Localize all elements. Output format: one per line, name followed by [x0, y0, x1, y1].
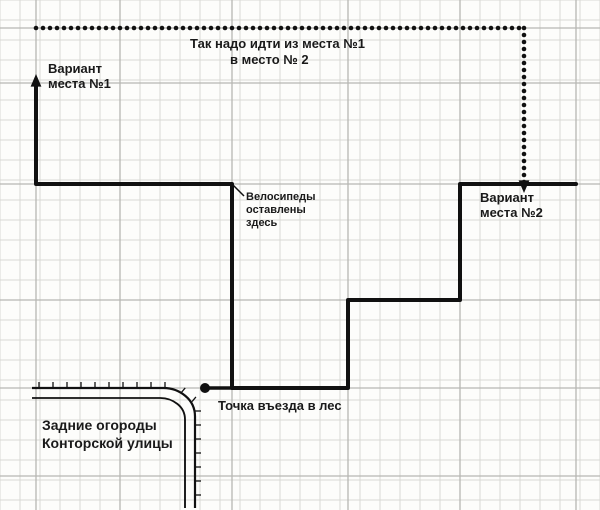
entry-point — [200, 383, 210, 393]
gardens-line2: Конторской улицы — [42, 435, 173, 451]
instruction-line1: Так надо идти из места №1 — [190, 36, 365, 51]
variant2-label-line1: Вариант — [480, 190, 534, 205]
entry-label: Точка въезда в лес — [218, 398, 342, 413]
variant1-label-line1: Вариант — [48, 61, 102, 76]
gardens-line1: Задние огороды — [42, 417, 157, 433]
variant2-label-line2: места №2 — [480, 205, 543, 220]
variant1-label-line2: места №1 — [48, 76, 111, 91]
bicycles-line3: здесь — [246, 217, 278, 229]
instruction-line2: в место № 2 — [230, 52, 309, 67]
bicycles-line1: Велосипеды — [246, 191, 316, 203]
bicycles-line2: оставлены — [246, 204, 306, 216]
